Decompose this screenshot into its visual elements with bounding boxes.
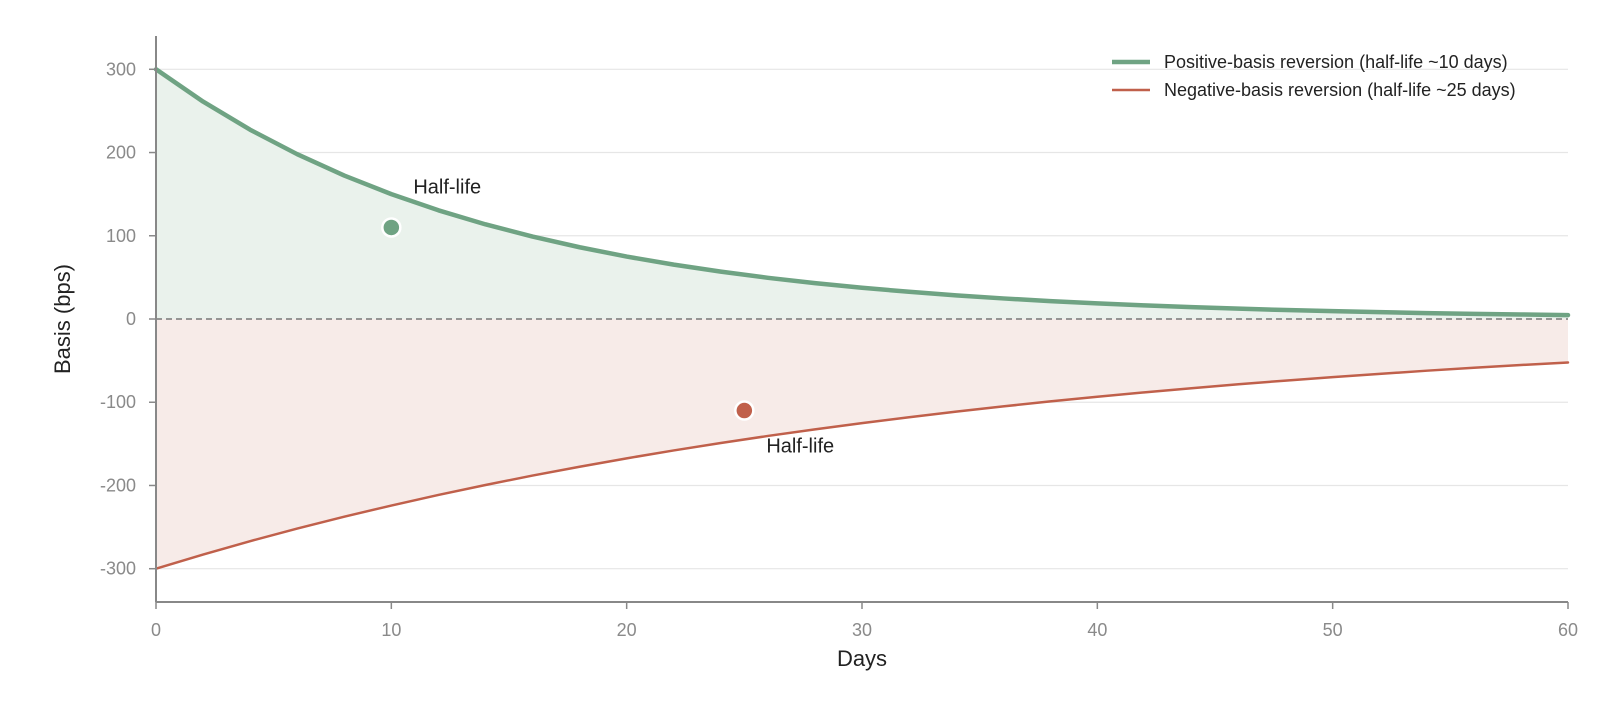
- half-life-markers: Half-life Half-life: [381, 176, 834, 458]
- y-tick-label: -100: [100, 392, 136, 412]
- axes: [149, 36, 1569, 609]
- x-tick-label: 20: [617, 620, 637, 640]
- half-life-annotation: Half-life: [766, 436, 834, 458]
- negative-area-fill: [156, 319, 1568, 569]
- positive-half-life-marker: [381, 217, 402, 238]
- x-tick-label: 60: [1558, 620, 1578, 640]
- x-tick-label: 40: [1087, 620, 1107, 640]
- x-tick-label: 30: [852, 620, 872, 640]
- series-lines: [153, 67, 1571, 570]
- legend-label: Negative-basis reversion (half-life ~25 …: [1164, 80, 1516, 100]
- y-tick-label: -200: [100, 475, 136, 495]
- legend: Positive-basis reversion (half-life ~10 …: [1112, 52, 1516, 100]
- x-tick-label: 0: [151, 620, 161, 640]
- y-tick-label: -300: [100, 559, 136, 579]
- x-tick-label: 10: [381, 620, 401, 640]
- x-axis-title: Days: [837, 646, 887, 671]
- y-tick-label: 300: [106, 59, 136, 79]
- area-fills: [156, 69, 1568, 569]
- legend-label: Positive-basis reversion (half-life ~10 …: [1164, 52, 1508, 72]
- negative-half-life-marker: [734, 400, 755, 421]
- negative-series-line: [154, 361, 1570, 570]
- half-life-annotation: Half-life: [413, 176, 481, 198]
- y-axis-title: Basis (bps): [50, 264, 75, 374]
- tick-labels: -300 -200 -100 0 100 200 300 0 10 20 30 40 50 60: [100, 59, 1578, 640]
- y-tick-label: 200: [106, 143, 136, 163]
- positive-series-line: [153, 67, 1571, 318]
- y-tick-label: 100: [106, 226, 136, 246]
- y-tick-label: 0: [126, 309, 136, 329]
- x-tick-label: 50: [1323, 620, 1343, 640]
- positive-area-fill: [156, 69, 1568, 319]
